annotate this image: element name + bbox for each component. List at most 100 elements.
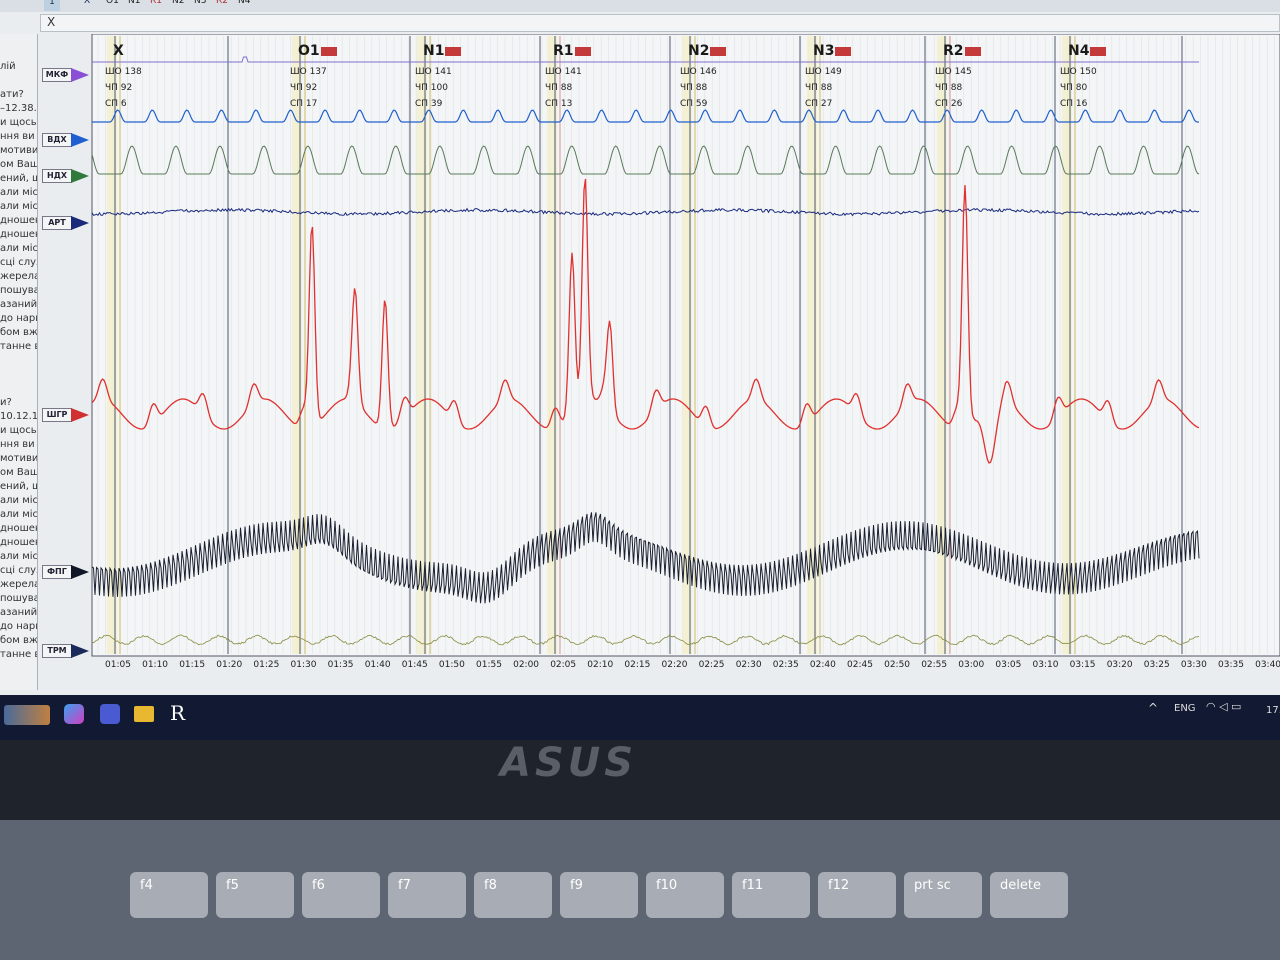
channel-label[interactable]: АРТ xyxy=(42,216,72,230)
stat-sho: ШО 145 xyxy=(935,67,972,77)
stat-chp: ЧП 88 xyxy=(935,83,963,93)
questions-panel[interactable]: лій ати? –12.38.7 и щось з ння ви бої мотиви… xyxy=(0,34,38,690)
clock[interactable]: 17. xyxy=(1266,705,1280,716)
time-axis-tick: 03:05 xyxy=(995,660,1022,670)
time-axis-tick: 02:15 xyxy=(624,660,651,670)
channel-label[interactable]: ШГР xyxy=(42,408,72,422)
teams-icon[interactable] xyxy=(100,704,120,724)
channel-arrow-icon[interactable] xyxy=(71,644,89,658)
question-marker-label[interactable]: R1 xyxy=(553,43,591,59)
marker-tab[interactable]: N4 xyxy=(238,0,251,6)
marker-tab[interactable]: O1 xyxy=(106,0,119,6)
question-text-fragment: дношенн xyxy=(0,215,37,226)
question-text-fragment xyxy=(0,74,37,88)
question-marker-label[interactable]: X xyxy=(113,43,124,59)
question-marker-label[interactable]: R2 xyxy=(943,43,981,59)
time-axis-tick: 03:25 xyxy=(1143,660,1170,670)
tray-chevron-icon[interactable]: ^ xyxy=(1148,701,1159,715)
channel-arrow-icon[interactable] xyxy=(71,169,89,183)
question-text-fragment: и щось з xyxy=(0,117,37,128)
channel-label[interactable]: МКФ xyxy=(42,68,72,82)
channel-arrow-icon[interactable] xyxy=(71,408,89,422)
stat-sho: ШО 138 xyxy=(105,67,142,77)
page-tab[interactable]: 1 xyxy=(44,0,60,11)
question-text-fragment: ений, що xyxy=(0,173,37,184)
laptop-logo: ASUS xyxy=(500,740,638,786)
current-question-field[interactable]: X xyxy=(40,14,1280,32)
marker-tab[interactable]: N3 xyxy=(194,0,207,6)
stat-sho: ШО 150 xyxy=(1060,67,1097,77)
marker-tab[interactable]: R1 xyxy=(150,0,162,6)
channel-label[interactable]: ФПГ xyxy=(42,565,72,579)
windows-taskbar: R ^ ENG ◠ ◁ ▭ 17. xyxy=(0,695,1280,740)
question-band xyxy=(107,36,117,654)
channel-label[interactable]: ВДХ xyxy=(42,133,72,147)
keyboard-key: f4 xyxy=(130,872,208,918)
question-text-fragment: ом Вашо xyxy=(0,467,37,478)
question-text-fragment: лій xyxy=(0,61,16,72)
time-axis-tick: 02:00 xyxy=(513,660,540,670)
time-axis-tick: 01:15 xyxy=(179,660,206,670)
flag-icon xyxy=(710,46,727,56)
question-band xyxy=(417,36,427,654)
channel-arrow-icon[interactable] xyxy=(71,133,89,147)
copilot-icon[interactable] xyxy=(64,704,84,724)
stat-sp: СП 6 xyxy=(105,99,127,109)
question-band xyxy=(807,36,817,654)
language-indicator[interactable]: ENG xyxy=(1174,703,1196,714)
marker-label-text: N3 xyxy=(813,43,835,59)
question-marker-label[interactable]: N4 xyxy=(1068,43,1107,59)
question-text-fragment: али місц xyxy=(0,495,38,506)
marker-label-text: O1 xyxy=(298,43,320,59)
question-text-fragment: ння ви бої xyxy=(0,439,37,450)
stat-chp: ЧП 88 xyxy=(545,83,573,93)
marker-tab[interactable]: N2 xyxy=(172,0,185,6)
question-marker-label[interactable]: N1 xyxy=(423,43,462,59)
question-text-fragment: до нарко xyxy=(0,621,37,632)
flag-icon xyxy=(1090,46,1107,56)
channel-label[interactable]: НДХ xyxy=(42,169,72,183)
channel-arrow-icon[interactable] xyxy=(71,68,89,82)
keyboard-key: f10 xyxy=(646,872,724,918)
question-text-fragment: –12.38.7 xyxy=(0,103,37,114)
question-marker-label[interactable]: N3 xyxy=(813,43,852,59)
marker-tab[interactable]: X xyxy=(84,0,91,6)
keyboard-key: f11 xyxy=(732,872,810,918)
widgets-icon[interactable] xyxy=(4,705,50,725)
keyboard-key: f7 xyxy=(388,872,466,918)
keyboard-key: f6 xyxy=(302,872,380,918)
time-axis-tick: 01:45 xyxy=(401,660,428,670)
file-explorer-icon[interactable] xyxy=(134,706,154,722)
question-text-fragment: танне вж xyxy=(0,649,37,660)
channel-arrow-icon[interactable] xyxy=(71,216,89,230)
time-axis-tick: 02:55 xyxy=(921,660,948,670)
marker-tab[interactable]: R2 xyxy=(216,0,228,6)
keyboard: f4 f5 f6 f7 f8 f9 f10 f11 f12 prt sc delete xyxy=(0,820,1280,960)
polygraph-chart[interactable]: X ШО 138 ЧП 92 СП 6 O1 ШО 137 ЧП 92 СП 17 N1 ШО 1… xyxy=(40,33,1280,684)
question-text-fragment: али місц xyxy=(0,243,38,254)
question-band xyxy=(547,36,557,654)
keyboard-key: f12 xyxy=(818,872,896,918)
question-text-fragment: до нарко xyxy=(0,313,37,324)
channel-arrow-icon[interactable] xyxy=(71,565,89,579)
question-text-fragment xyxy=(0,368,37,382)
question-marker-label[interactable]: N2 xyxy=(688,43,727,59)
question-text-fragment: пошувал xyxy=(0,285,37,296)
question-text-fragment: и? xyxy=(0,397,12,408)
laptop-bezel xyxy=(0,740,1280,820)
question-text-fragment: жерела д xyxy=(0,271,38,282)
time-axis-tick: 01:25 xyxy=(253,660,280,670)
mkf-trace xyxy=(92,56,1199,63)
channel-label[interactable]: ТРМ xyxy=(42,644,72,658)
wifi-volume-battery-icons[interactable]: ◠ ◁ ▭ xyxy=(1206,700,1242,713)
question-text-fragment: ом Вашо xyxy=(0,159,37,170)
polygraph-app-icon[interactable]: R xyxy=(170,701,186,725)
question-marker-label[interactable]: O1 xyxy=(298,43,337,59)
question-text-fragment xyxy=(0,382,37,396)
question-text-fragment: мотиви В xyxy=(0,145,38,156)
time-axis-tick: 01:20 xyxy=(216,660,243,670)
ndh-trace xyxy=(91,145,1200,175)
stat-chp: ЧП 88 xyxy=(680,83,708,93)
marker-tab[interactable]: N1 xyxy=(128,0,141,6)
time-axis-tick: 03:10 xyxy=(1032,660,1059,670)
